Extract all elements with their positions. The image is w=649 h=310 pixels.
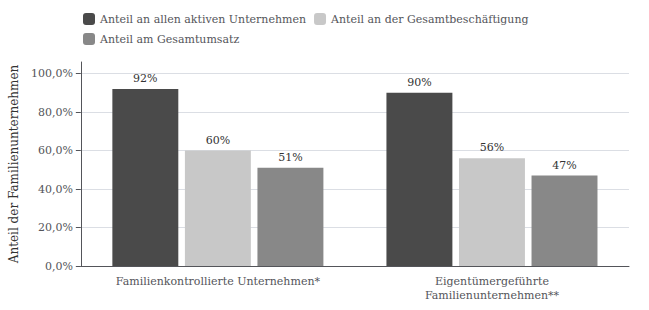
svg-text:Anteil am Gesamtumsatz: Anteil am Gesamtumsatz (99, 33, 239, 46)
svg-text:Familienkontrollierte Unterneh: Familienkontrollierte Unternehmen* (116, 275, 321, 288)
svg-text:60%: 60% (206, 134, 230, 147)
svg-text:90%: 90% (407, 76, 431, 89)
svg-text:Eigentümergeführte: Eigentümergeführte (435, 275, 549, 288)
svg-text:60,0%: 60,0% (38, 144, 73, 157)
svg-text:Anteil an der Gesamtbeschäftig: Anteil an der Gesamtbeschäftigung (330, 13, 529, 26)
svg-text:Familienunternehmen**: Familienunternehmen** (425, 289, 560, 302)
svg-text:100,0%: 100,0% (31, 67, 73, 80)
svg-text:92%: 92% (133, 72, 157, 85)
svg-text:80,0%: 80,0% (38, 106, 73, 119)
svg-text:56%: 56% (480, 141, 504, 154)
svg-text:Anteil der Familienunternehmen: Anteil der Familienunternehmen (7, 65, 21, 265)
svg-text:0,0%: 0,0% (45, 260, 73, 273)
svg-text:40,0%: 40,0% (38, 183, 73, 196)
svg-text:20,0%: 20,0% (38, 221, 73, 234)
svg-text:Anteil an allen aktiven Untern: Anteil an allen aktiven Unternehmen (99, 13, 306, 26)
svg-text:47%: 47% (552, 159, 576, 172)
svg-text:51%: 51% (278, 151, 302, 164)
